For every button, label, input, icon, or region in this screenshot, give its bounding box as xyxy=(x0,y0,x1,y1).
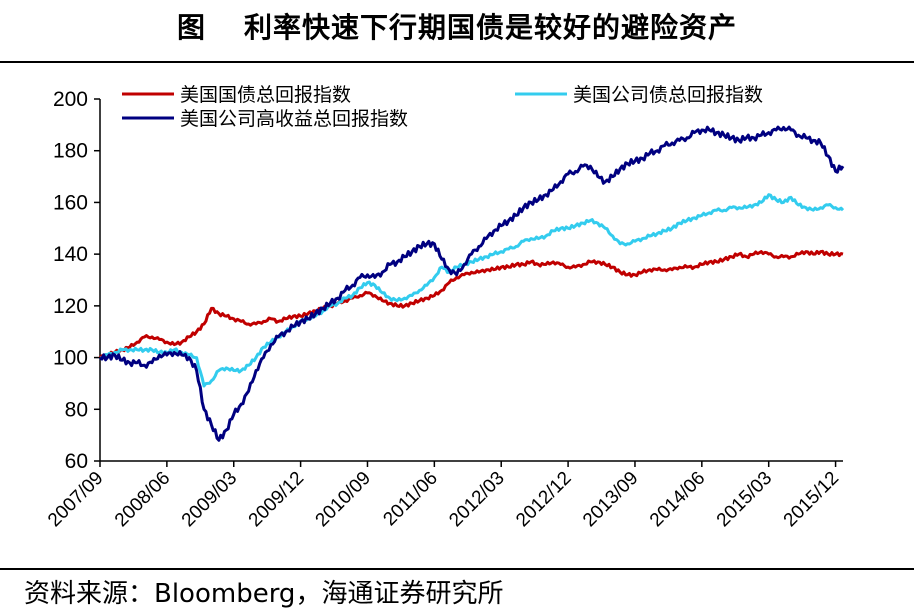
x-tick-label: 2009/03 xyxy=(178,468,241,531)
x-tick-label: 2009/12 xyxy=(245,468,308,531)
x-tick-label: 2011/06 xyxy=(379,468,441,530)
x-tick-label: 2015/12 xyxy=(780,468,843,531)
title-divider xyxy=(0,61,914,63)
legend-label: 美国公司债总回报指数 xyxy=(573,84,763,106)
y-tick-label: 160 xyxy=(53,191,88,214)
x-tick-label: 2007/09 xyxy=(44,468,107,531)
legend-label: 美国国债总回报指数 xyxy=(180,84,351,106)
figure-title: 图 利率快速下行期国债是较好的避险资产 xyxy=(0,6,914,46)
series-line xyxy=(99,125,845,442)
source-divider xyxy=(0,568,914,570)
x-tick-label: 2015/03 xyxy=(713,468,776,531)
y-tick-label: 80 xyxy=(65,398,88,421)
x-tick-label: 2010/09 xyxy=(312,468,375,531)
source-note: 资料来源：Bloomberg，海通证券研究所 xyxy=(24,579,504,609)
y-tick-label: 60 xyxy=(65,450,88,473)
y-tick-label: 140 xyxy=(53,243,88,266)
y-tick-label: 180 xyxy=(53,140,88,163)
y-tick-label: 200 xyxy=(53,88,88,111)
x-tick-label: 2012/03 xyxy=(445,468,508,531)
figure-number: 图 xyxy=(176,11,206,44)
figure-title-text: 利率快速下行期国债是较好的避险资产 xyxy=(244,11,738,44)
y-tick-label: 120 xyxy=(53,295,88,318)
series-line xyxy=(99,193,845,388)
legend-label: 美国公司高收益总回报指数 xyxy=(180,108,408,130)
x-tick-label: 2013/09 xyxy=(579,468,642,531)
x-tick-label: 2012/12 xyxy=(512,468,575,531)
x-tick-label: 2008/06 xyxy=(111,468,174,531)
series-line xyxy=(98,249,844,360)
y-tick-label: 100 xyxy=(53,347,88,370)
x-tick-label: 2014/06 xyxy=(646,468,709,531)
